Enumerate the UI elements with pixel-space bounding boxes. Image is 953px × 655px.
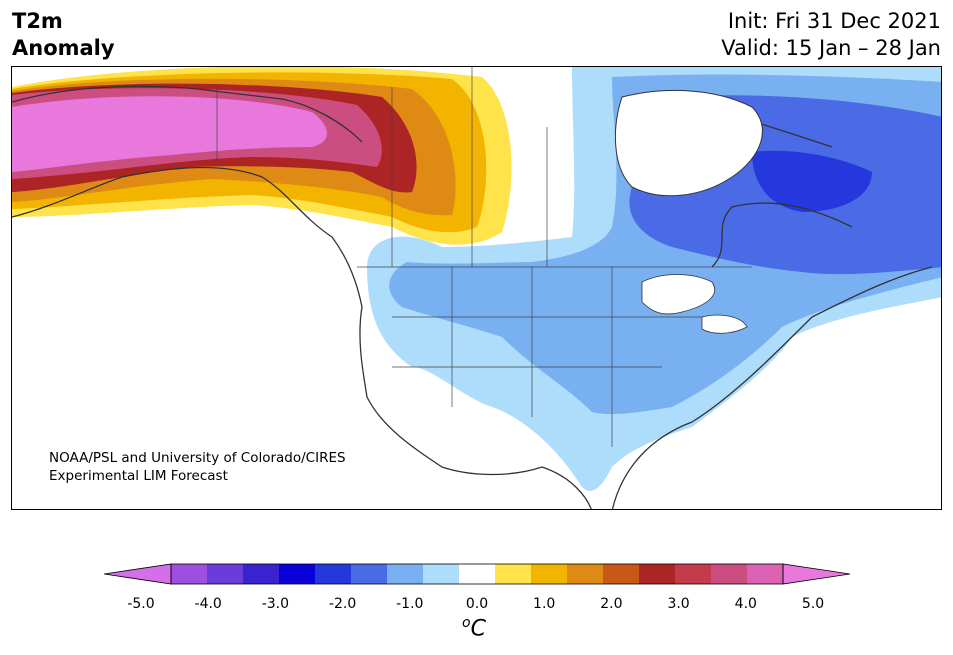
colorbar-tick-label: -2.0	[328, 596, 357, 612]
forecast-dates: Init: Fri 31 Dec 2021 Valid: 15 Jan – 28…	[721, 8, 941, 62]
colorbar-tick-label: 2.0	[600, 596, 623, 612]
colorbar-left-extension	[104, 563, 172, 585]
political-borders	[216, 67, 752, 447]
colorbar-cell	[171, 564, 208, 584]
colorbar-tick-label: -1.0	[396, 596, 424, 612]
colorbar-cell	[567, 564, 604, 584]
map-title: T2m Anomaly	[12, 8, 115, 62]
great-lakes	[641, 274, 748, 334]
colorbar-cell	[279, 564, 316, 584]
credit-text: NOAA/PSL and University of Colorado/CIRE…	[49, 449, 346, 485]
cold-extreme-region	[752, 150, 872, 212]
colorbar	[104, 563, 850, 585]
colorbar-tick-label: 3.0	[667, 596, 690, 612]
colorbar-cell	[603, 564, 640, 584]
colorbar-tick-label: -3.0	[261, 596, 290, 612]
unit-superscript: o	[462, 615, 471, 631]
colorbar-cell	[711, 564, 748, 584]
colorbar-cell	[495, 564, 532, 584]
colorbar-cell	[207, 564, 244, 584]
colorbar-tick-label: 1.0	[533, 596, 556, 612]
colorbar-cell	[423, 564, 460, 584]
credit-line-1: NOAA/PSL and University of Colorado/CIRE…	[49, 450, 346, 466]
colorbar-right-extension	[782, 563, 850, 585]
colorbar-cell	[351, 564, 388, 584]
colorbar-tick-label: -5.0	[127, 596, 155, 612]
init-date: Init: Fri 31 Dec 2021	[727, 9, 941, 33]
colorbar-outline	[170, 563, 784, 585]
title-line-2: Anomaly	[12, 36, 115, 60]
colorbar-tick-label: 4.0	[734, 596, 757, 612]
colorbar-tick-label: 0.0	[465, 596, 489, 612]
colorbar-cell	[387, 564, 424, 584]
colorbar-cell	[747, 564, 784, 584]
unit-label: oC	[462, 615, 486, 641]
colorbar-cell	[459, 564, 496, 584]
colorbar-cell	[315, 564, 352, 584]
colorbar-cell	[243, 564, 280, 584]
credit-line-2: Experimental LIM Forecast	[49, 468, 228, 484]
hudson-bay	[614, 89, 763, 197]
colorbar-tick-label: 5.0	[801, 596, 825, 612]
colorbar-cell	[531, 564, 568, 584]
colorbar-cell	[675, 564, 712, 584]
unit-letter: C	[470, 616, 486, 642]
colorbar-cell	[639, 564, 676, 584]
valid-range: Valid: 15 Jan – 28 Jan	[721, 36, 941, 60]
map-svg	[12, 67, 941, 509]
colorbar-tick-label: -4.0	[194, 596, 222, 612]
title-line-1: T2m	[12, 9, 63, 33]
anomaly-map	[11, 66, 942, 510]
warm-magenta-region	[12, 96, 327, 172]
